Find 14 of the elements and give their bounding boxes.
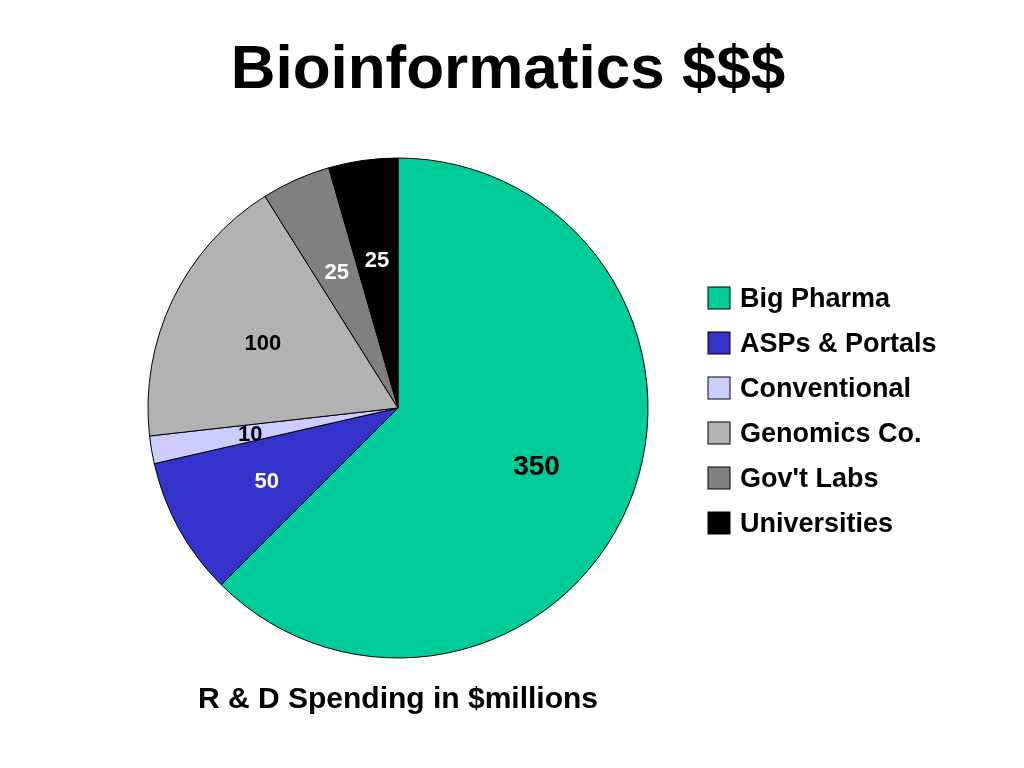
legend-label: Conventional (740, 373, 912, 403)
data-label: 100 (244, 330, 282, 356)
data-label: 50 (254, 468, 279, 494)
data-label: 25 (324, 258, 349, 284)
data-label: 25 (364, 246, 390, 272)
legend-label: Genomics Co. (740, 418, 922, 448)
text: R & D Spending in $millions (197, 681, 599, 714)
legend-label: Big Pharma (740, 283, 892, 313)
legend-label: ASPs & Portals (740, 328, 937, 358)
data-label: 10 (237, 420, 263, 446)
data-label: 350 (513, 449, 560, 481)
legend-label: Universities (740, 508, 894, 538)
legend-label: Gov't Labs (740, 463, 879, 493)
chart-title: Bioinformatics $$$ (230, 32, 786, 101)
